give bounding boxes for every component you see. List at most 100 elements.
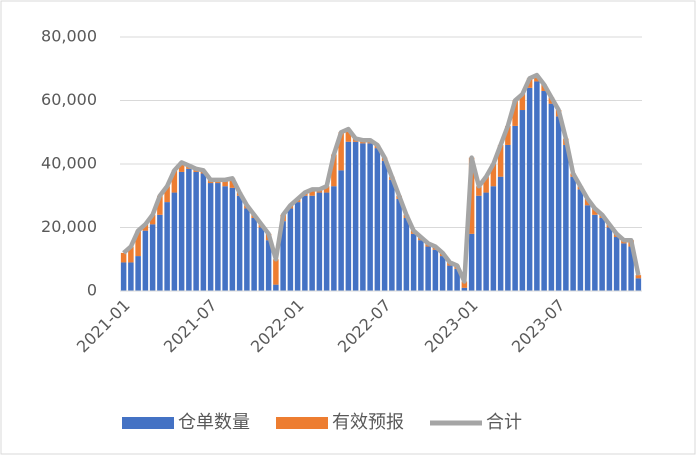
- bar: [215, 183, 221, 291]
- bar: [454, 268, 460, 291]
- bar: [178, 162, 185, 172]
- bar: [157, 195, 163, 215]
- bar: [236, 195, 243, 291]
- bar: [323, 186, 330, 193]
- legend-swatch: [122, 417, 174, 429]
- bar: [483, 192, 489, 291]
- bar: [396, 198, 402, 291]
- bar: [171, 192, 178, 291]
- bar: [461, 287, 468, 291]
- bar: [352, 141, 359, 291]
- bar: [302, 195, 308, 291]
- bar: [389, 179, 395, 291]
- bar: [316, 192, 323, 291]
- bar: [360, 143, 366, 291]
- bar: [490, 186, 497, 291]
- bar: [592, 214, 598, 291]
- bar: [592, 208, 598, 215]
- bar: [606, 227, 613, 291]
- bar: [135, 256, 141, 291]
- bar: [120, 252, 127, 263]
- bar: [280, 221, 286, 291]
- y-tick-label: 60,000: [41, 90, 97, 109]
- bar: [468, 233, 475, 291]
- bar: [505, 125, 511, 145]
- bar: [635, 275, 642, 279]
- bar: [200, 173, 207, 291]
- bar: [403, 217, 410, 291]
- bar: [258, 227, 265, 291]
- bar: [461, 281, 468, 288]
- bar: [621, 243, 627, 291]
- bar: [548, 103, 555, 291]
- bar: [128, 246, 134, 263]
- bar: [149, 214, 156, 225]
- bar: [135, 230, 141, 257]
- bar: [331, 154, 337, 187]
- bar: [418, 240, 424, 291]
- y-tick-label: 40,000: [41, 154, 97, 173]
- bar: [483, 176, 489, 193]
- bar: [555, 116, 562, 291]
- legend-label: 仓单数量: [178, 412, 250, 433]
- bar: [519, 94, 526, 111]
- bar: [171, 170, 178, 193]
- bar: [512, 100, 518, 126]
- bar: [128, 262, 134, 291]
- bar: [309, 189, 315, 196]
- bar: [149, 224, 156, 291]
- bar: [207, 183, 214, 291]
- bar: [505, 144, 511, 291]
- bar: [613, 237, 620, 291]
- bar: [222, 186, 228, 291]
- bar: [439, 256, 446, 291]
- bar: [628, 246, 634, 291]
- bar: [367, 143, 373, 291]
- bar: [526, 87, 533, 291]
- bar: [374, 148, 381, 291]
- bar: [432, 249, 439, 291]
- bar: [142, 230, 149, 291]
- bar: [490, 164, 497, 187]
- bar: [599, 217, 605, 291]
- bar: [273, 284, 279, 291]
- bar: [497, 144, 504, 177]
- bar: [425, 246, 431, 291]
- bar: [497, 176, 504, 291]
- y-tick-label: 0: [87, 281, 97, 300]
- bar: [476, 186, 482, 196]
- y-tick-label: 20,000: [41, 217, 97, 236]
- bar: [186, 168, 192, 291]
- bar: [570, 176, 576, 291]
- bar: [584, 205, 591, 291]
- legend-label: 有效预报: [332, 412, 404, 433]
- bar: [563, 144, 569, 291]
- bar: [345, 129, 352, 142]
- bar: [323, 192, 330, 291]
- bar: [222, 179, 228, 187]
- bar: [541, 90, 547, 291]
- legend-label: 合计: [486, 412, 522, 433]
- bar: [157, 214, 163, 291]
- bar: [193, 171, 199, 291]
- bar: [476, 195, 482, 291]
- bar: [265, 240, 272, 291]
- bar: [512, 125, 518, 292]
- y-tick-label: 80,000: [41, 27, 97, 46]
- bar: [164, 202, 170, 291]
- bar: [410, 233, 417, 291]
- line: [122, 72, 641, 284]
- bar: [273, 259, 279, 285]
- bar: [229, 187, 236, 291]
- bar: [178, 171, 185, 291]
- bar: [338, 170, 344, 291]
- legend-swatch: [276, 417, 328, 429]
- bar: [244, 208, 250, 291]
- bar: [309, 195, 315, 291]
- bar: [577, 189, 584, 291]
- bar: [164, 186, 170, 203]
- bar: [251, 217, 257, 291]
- bar: [331, 186, 337, 291]
- bar: [447, 265, 453, 291]
